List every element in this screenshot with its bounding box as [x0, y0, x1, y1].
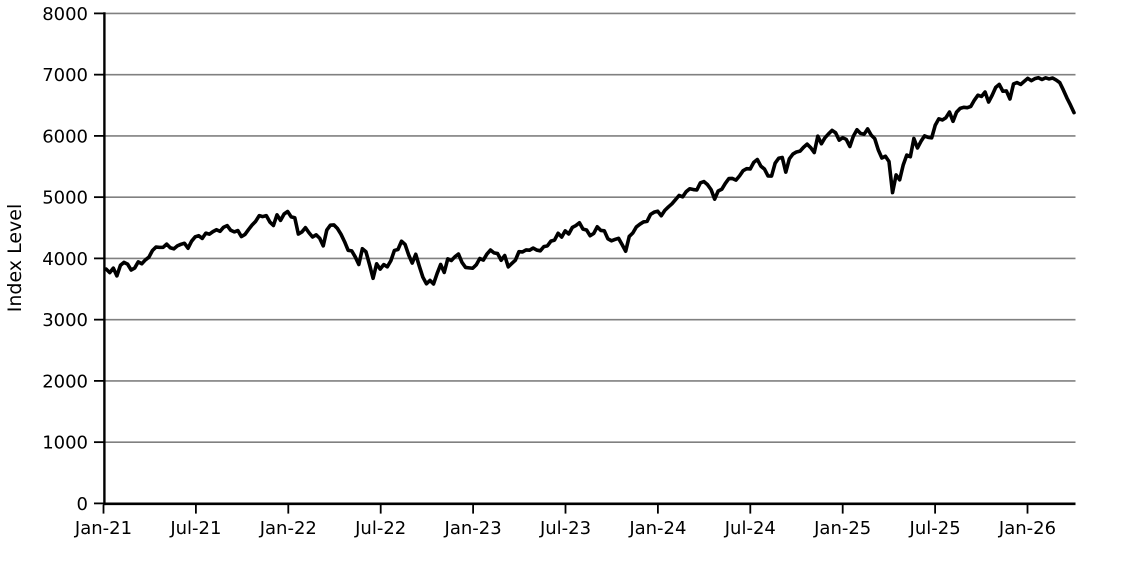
y-tick-label: 7000: [42, 65, 88, 86]
x-tick-label: Jul-25: [909, 518, 961, 539]
x-tick-label: Jul-21: [169, 518, 221, 539]
grid-layer: [103, 12, 1076, 443]
axis-layer: [94, 12, 1076, 514]
x-tick-label: Jan-22: [259, 518, 317, 539]
y-axis-title: Index Level: [4, 204, 26, 313]
y-tick-label: 4000: [42, 249, 88, 270]
x-tick-label: Jul-23: [539, 518, 591, 539]
x-tick-label: Jul-22: [354, 518, 406, 539]
x-tick-label: Jul-24: [724, 518, 776, 539]
y-tick-label: 1000: [42, 433, 88, 454]
label-layer: 0 1000 2000 3000 4000 5000 6000 7000 8000 Jan-21 J…: [42, 4, 1056, 539]
x-tick-label: Jan-26: [998, 518, 1056, 539]
y-tick-label: 5000: [42, 188, 88, 209]
y-tick-label: 6000: [42, 126, 88, 147]
index-level-line: [104, 75, 1076, 286]
y-tick-label: 2000: [42, 371, 88, 392]
x-tick-label: Jan-24: [628, 518, 686, 539]
x-tick-label: Jan-25: [813, 518, 871, 539]
series-layer: [104, 75, 1076, 286]
y-tick-label: 8000: [42, 4, 88, 25]
y-tick-label: 0: [77, 494, 88, 515]
x-tick-label: Jan-23: [444, 518, 502, 539]
y-tick-label: 3000: [42, 310, 88, 331]
x-tick-label: Jan-21: [74, 518, 132, 539]
